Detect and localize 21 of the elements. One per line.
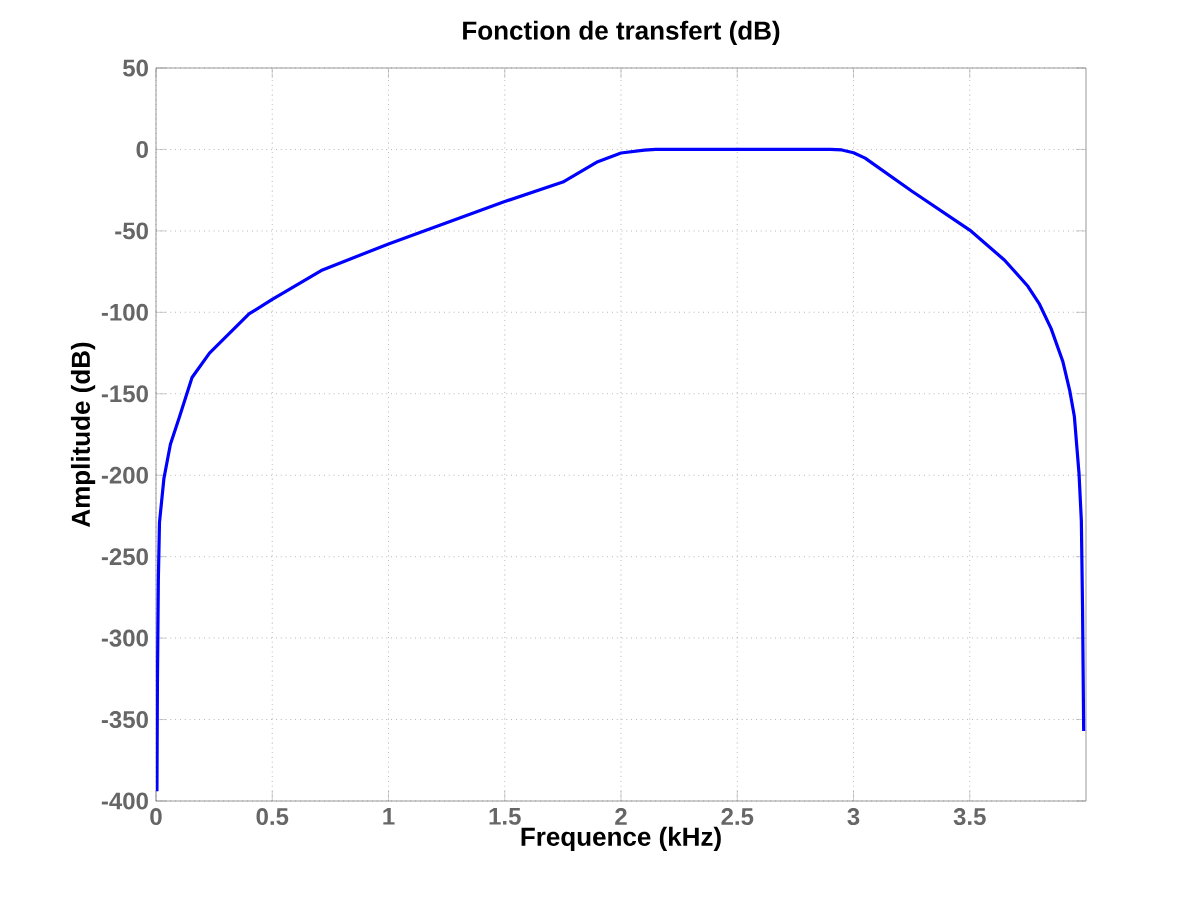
y-tick-label: -400: [101, 792, 148, 810]
y-tick-label: 50: [122, 59, 148, 77]
x-tick-label: 0: [150, 808, 162, 826]
y-tick-label: -50: [115, 222, 148, 240]
y-tick-label: -100: [101, 303, 148, 321]
x-tick-label: 1.5: [489, 808, 521, 825]
x-tick-label: 1: [383, 808, 395, 825]
y-tick-label: -350: [101, 711, 148, 729]
chart-title: Fonction de transfert (dB): [463, 20, 780, 45]
y-tick-label: -250: [101, 548, 148, 566]
x-tick-label: 0.5: [256, 808, 289, 826]
y-axis-title: Amplitude (dB): [70, 342, 96, 527]
y-tick-label: -150: [101, 385, 148, 403]
y-tick-label: -300: [101, 629, 148, 647]
x-tick-label: 3.5: [953, 808, 986, 826]
x-tick-label: 2: [615, 808, 627, 825]
y-tick-label: 0: [136, 140, 148, 158]
x-tick-label: 3: [847, 808, 860, 826]
y-tick-label: -200: [101, 466, 148, 484]
x-tick-label: 2.5: [721, 808, 754, 826]
x-axis-title: Frequence (kHz): [521, 826, 721, 852]
